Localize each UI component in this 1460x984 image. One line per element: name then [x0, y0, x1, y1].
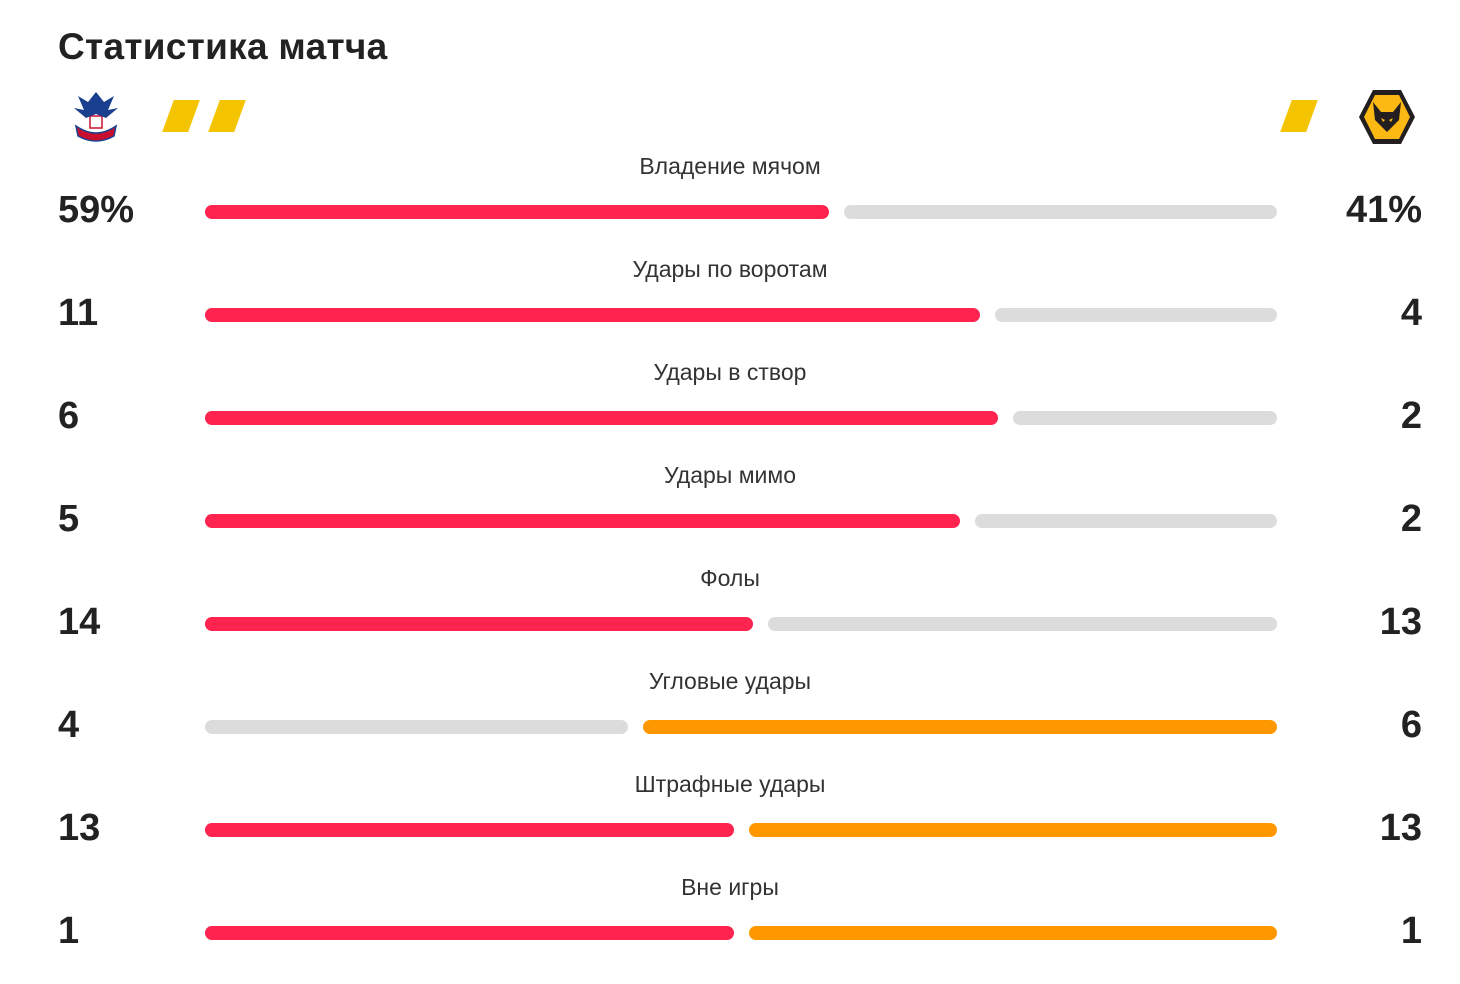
yellow-card-icon [1280, 100, 1318, 132]
stat-row: Фолы 14 13 [0, 565, 1460, 669]
away-stat-value: 6 [1400, 704, 1422, 746]
home-bar [205, 926, 734, 940]
stat-row: Штрафные удары 13 13 [0, 771, 1460, 875]
away-stat-value: 13 [1379, 601, 1422, 643]
home-bar [205, 205, 829, 219]
away-stat-value: 41% [1345, 189, 1422, 231]
stat-label: Владение мячом [639, 153, 821, 179]
stat-label: Удары мимо [663, 462, 796, 488]
away-bar [768, 617, 1277, 631]
home-bar [205, 720, 628, 734]
stat-comparison-bar [205, 617, 1277, 631]
stat-comparison-bar [205, 308, 1277, 322]
home-stat-value: 13 [58, 807, 101, 849]
stat-label: Вне игры [681, 874, 779, 900]
away-bar [1012, 411, 1277, 425]
stat-label: Угловые удары [648, 668, 812, 694]
stat-label: Удары по воротам [632, 256, 828, 282]
stat-comparison-bar [205, 926, 1277, 940]
home-bar [205, 411, 998, 425]
away-bar [748, 823, 1277, 837]
home-stat-value: 5 [58, 498, 80, 540]
yellow-card-icon [208, 100, 246, 132]
away-stat-value: 2 [1400, 498, 1422, 540]
stat-row: Удары в створ 6 2 [0, 359, 1460, 463]
stat-row: Удары мимо 5 2 [0, 462, 1460, 566]
home-stat-value: 59% [58, 189, 135, 231]
home-bar [205, 617, 754, 631]
away-stat-value: 1 [1400, 910, 1422, 952]
away-stat-value: 2 [1400, 395, 1422, 437]
away-bar [995, 308, 1277, 322]
stat-comparison-bar [205, 720, 1277, 734]
away-bar [642, 720, 1277, 734]
away-bar [975, 514, 1277, 528]
stat-label: Фолы [700, 565, 760, 591]
stat-comparison-bar [205, 205, 1277, 219]
yellow-card-icon [162, 100, 200, 132]
home-bar [205, 514, 960, 528]
stat-row: Владение мячом 59% 41% [0, 153, 1460, 257]
stat-label: Штрафные удары [634, 771, 826, 797]
away-bar [748, 926, 1277, 940]
home-stat-value: 4 [58, 704, 80, 746]
stat-row: Вне игры 1 1 [0, 874, 1460, 978]
wolves-crest-icon[interactable] [1357, 88, 1417, 146]
stat-comparison-bar [205, 514, 1277, 528]
away-stat-value: 4 [1400, 292, 1422, 334]
stat-row: Угловые удары 4 6 [0, 668, 1460, 772]
crystal-palace-crest-icon[interactable] [70, 86, 122, 148]
home-bar [205, 308, 981, 322]
home-bar [205, 823, 734, 837]
home-stat-value: 1 [58, 910, 80, 952]
home-stat-value: 11 [58, 292, 99, 334]
home-stat-value: 14 [58, 601, 101, 643]
away-stat-value: 13 [1379, 807, 1422, 849]
stat-comparison-bar [205, 823, 1277, 837]
stat-label: Удары в створ [653, 359, 807, 385]
page-title: Статистика матча [58, 26, 388, 67]
away-bar [843, 205, 1277, 219]
stat-row: Удары по воротам 11 4 [0, 256, 1460, 360]
stat-comparison-bar [205, 411, 1277, 425]
home-stat-value: 6 [58, 395, 80, 437]
